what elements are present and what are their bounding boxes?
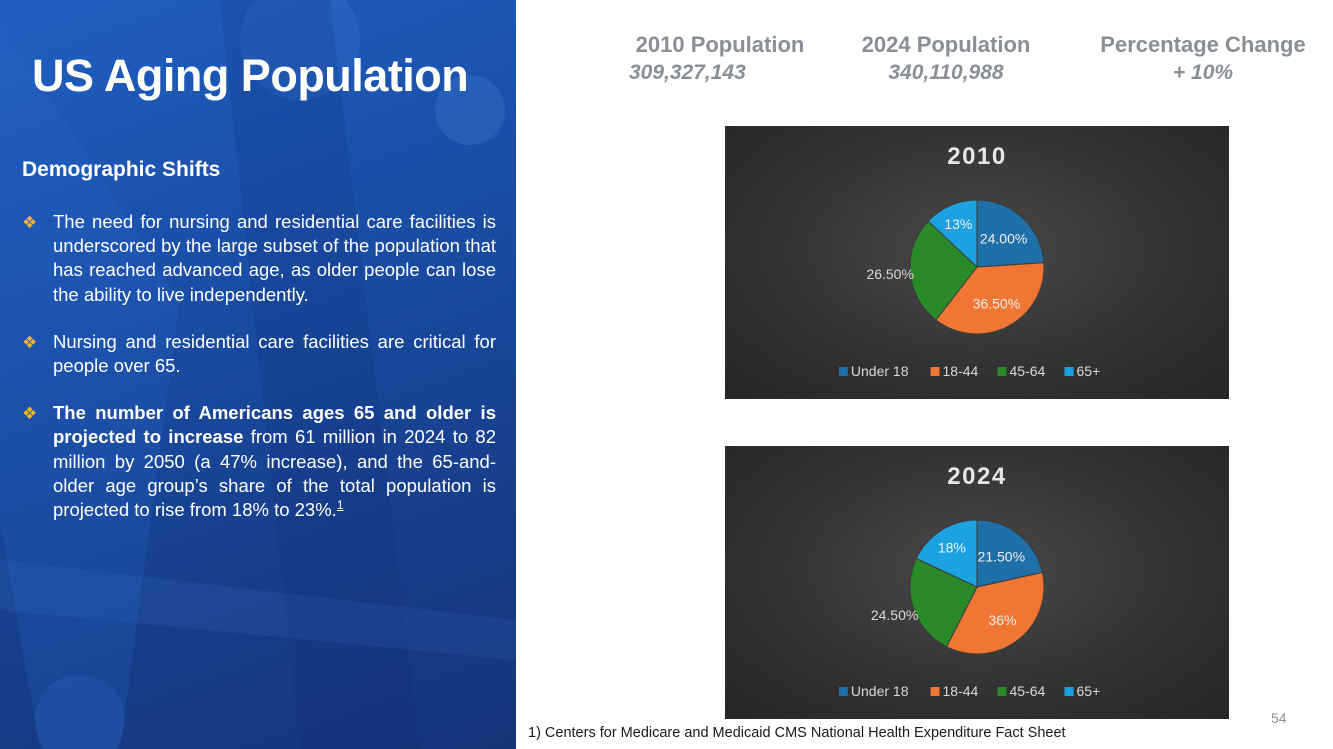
pie-slice-under-18[interactable]	[976, 199, 1045, 268]
stat-2010: 2010 Population 309,327,143	[620, 32, 820, 85]
stat-label: 2010 Population	[635, 32, 805, 57]
legend-label-18-44: 18-44	[943, 363, 979, 379]
stat-label: 2024 Population	[861, 32, 1031, 57]
pie-chart-svg: 2024 21.50% 36% 24.50% 18% Under 18 18-44 45-64…	[838, 463, 1101, 699]
bullet-text: from 61 million in 2024 to 82 million by…	[53, 426, 497, 521]
data-label-18-44: 36.50%	[973, 296, 1020, 312]
legend-swatch-18-44	[930, 367, 940, 376]
data-label-45-64: 26.50%	[866, 266, 913, 282]
diamond-bullet-icon: ❖	[22, 213, 38, 232]
section-subtitle: Demographic Shifts	[22, 158, 221, 181]
bullet-text: Nursing and residential care facilities …	[53, 330, 496, 377]
bullet-text: The need for nursing and residential car…	[53, 211, 496, 305]
page-title: US Aging Population	[32, 50, 469, 101]
diamond-bullet-icon: ❖	[22, 404, 38, 424]
bullet-item: ❖ Nursing and residential care facilitie…	[22, 330, 496, 378]
pie-slice-45-64[interactable]	[909, 220, 978, 321]
stat-2024: 2024 Population 340,110,988	[846, 32, 1046, 85]
stat-value: 340,110,988	[888, 61, 1004, 84]
pie-slice-18-44[interactable]	[945, 571, 1045, 655]
pie-chart-2010: 2010 24.00% 36.50% 26.50% 13% Under 18 18-44 45…	[725, 126, 1229, 399]
pie-chart-svg: 2010 24.00% 36.50% 26.50% 13% Under 18 18-44 45…	[838, 143, 1101, 379]
pie-slice-18-44[interactable]	[935, 262, 1045, 335]
legend-label-45-64: 45-64	[1010, 683, 1046, 699]
legend-label-65: 65+	[1077, 363, 1101, 379]
legend-swatch-under-18	[838, 687, 848, 696]
pie-slice-65[interactable]	[915, 519, 978, 588]
legend-swatch-65	[1064, 687, 1074, 696]
background-decoration	[0, 0, 516, 749]
legend-label-45-64: 45-64	[1010, 363, 1046, 379]
legend-label-18-44: 18-44	[943, 683, 979, 699]
legend-label-under-18: Under 18	[851, 363, 909, 379]
stat-value: 309,327,143	[629, 61, 746, 84]
legend-swatch-45-64	[997, 687, 1007, 696]
data-label-65: 13%	[944, 216, 972, 232]
legend-swatch-18-44	[930, 687, 940, 696]
data-label-under-18: 21.50%	[978, 549, 1025, 565]
legend-label-under-18: Under 18	[851, 683, 909, 699]
diamond-bullet-icon: ❖	[22, 332, 38, 352]
legend-swatch-45-64	[997, 367, 1007, 376]
data-label-18-44: 36%	[988, 612, 1016, 628]
chart-title: 2024	[947, 463, 1006, 490]
bullet-item: ❖ The number of Americans ages 65 and ol…	[22, 401, 496, 522]
legend-label-65: 65+	[1077, 683, 1101, 699]
bullet-bold-text: The number of Americans ages 65 and olde…	[53, 402, 496, 448]
stat-percentage-change: Percentage Change + 10%	[1088, 32, 1318, 85]
page-number: 54	[1271, 710, 1287, 726]
pie-slice-under-18[interactable]	[976, 519, 1043, 588]
legend-swatch-65	[1064, 367, 1074, 376]
bullet-list: ❖ The need for nursing and residential c…	[22, 210, 496, 545]
pie-slice-65[interactable]	[927, 199, 978, 269]
legend-swatch-under-18	[838, 367, 848, 376]
chart-title: 2010	[947, 143, 1006, 170]
stat-value: + 10%	[1172, 61, 1234, 84]
left-panel: US Aging Population Demographic Shifts ❖…	[0, 0, 516, 749]
footnote-reference[interactable]: 1	[336, 497, 344, 512]
pie-slice-45-64[interactable]	[909, 557, 978, 648]
stat-label: Percentage Change	[1100, 32, 1306, 57]
footnote: 1) Centers for Medicare and Medicaid CMS…	[528, 725, 1066, 741]
data-label-under-18: 24.00%	[980, 231, 1027, 247]
pie-chart-2024: 2024 21.50% 36% 24.50% 18% Under 18 18-44 45-64…	[725, 446, 1229, 719]
bullet-item: ❖ The need for nursing and residential c…	[22, 210, 496, 307]
data-label-45-64: 24.50%	[871, 607, 918, 623]
data-label-65: 18%	[938, 539, 966, 555]
